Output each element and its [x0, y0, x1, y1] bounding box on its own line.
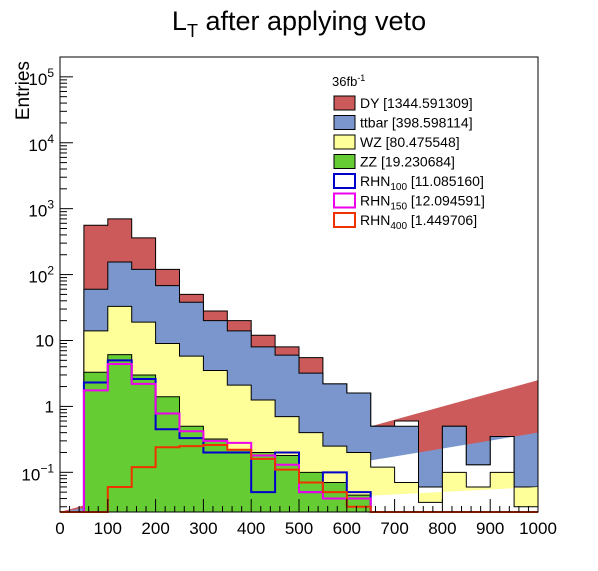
y-tick-label: 10−1 [21, 461, 54, 484]
legend-swatch-rhn400 [333, 212, 356, 228]
y-tick-label: 1 [45, 397, 54, 416]
y-tick-label: 105 [28, 66, 54, 89]
y-tick-label: 104 [28, 132, 54, 155]
legend-swatch-wz [333, 134, 356, 150]
x-tick-label: 1000 [519, 519, 557, 538]
legend-label-rhn400: RHN400 [1.449706] [360, 212, 477, 232]
legend-label-rhn150: RHN150 [12.094591] [360, 193, 485, 213]
legend-label-zz: ZZ [19.230684] [360, 154, 455, 170]
legend: 36fb-1 DY [1344.591309] ttbar [398.598114]… [332, 73, 485, 232]
legend-label-wz: WZ [80.475548] [360, 134, 460, 150]
x-tick-label: 0 [55, 519, 64, 538]
y-axis: 10−1 1 10 102 103 104 105 [21, 56, 73, 508]
x-tick-label: 800 [428, 519, 456, 538]
legend-label-ttbar: ttbar [398.598114] [360, 115, 473, 131]
y-tick-label: 102 [28, 264, 54, 287]
legend-swatch-ttbar [333, 115, 356, 130]
chart-title: LT after applying veto [172, 6, 426, 41]
x-tick-label: 100 [94, 519, 122, 538]
x-tick-label: 600 [333, 519, 361, 538]
legend-label-rhn100: RHN100 [11.085160] [360, 173, 484, 193]
x-tick-label: 300 [189, 519, 217, 538]
y-axis-label: Entries [13, 61, 34, 120]
x-tick-label: 700 [380, 519, 408, 538]
x-tick-label: 900 [476, 519, 504, 538]
legend-swatch-rhn150 [333, 192, 356, 209]
legend-swatch-zz [333, 154, 356, 169]
x-tick-label: 400 [237, 519, 265, 538]
y-tick-label: 10 [35, 331, 54, 350]
y-tick-label: 103 [28, 198, 54, 221]
legend-swatch-dy [333, 95, 356, 111]
legend-label-dy: DY [1344.591309] [360, 95, 473, 111]
legend-swatch-rhn100 [333, 173, 356, 189]
x-axis: 0 100 200 300 400 500 600 700 800 900 1000 [55, 499, 557, 538]
x-tick-label: 200 [141, 519, 169, 538]
legend-header: 36fb-1 [332, 73, 365, 89]
x-tick-label: 500 [285, 519, 313, 538]
